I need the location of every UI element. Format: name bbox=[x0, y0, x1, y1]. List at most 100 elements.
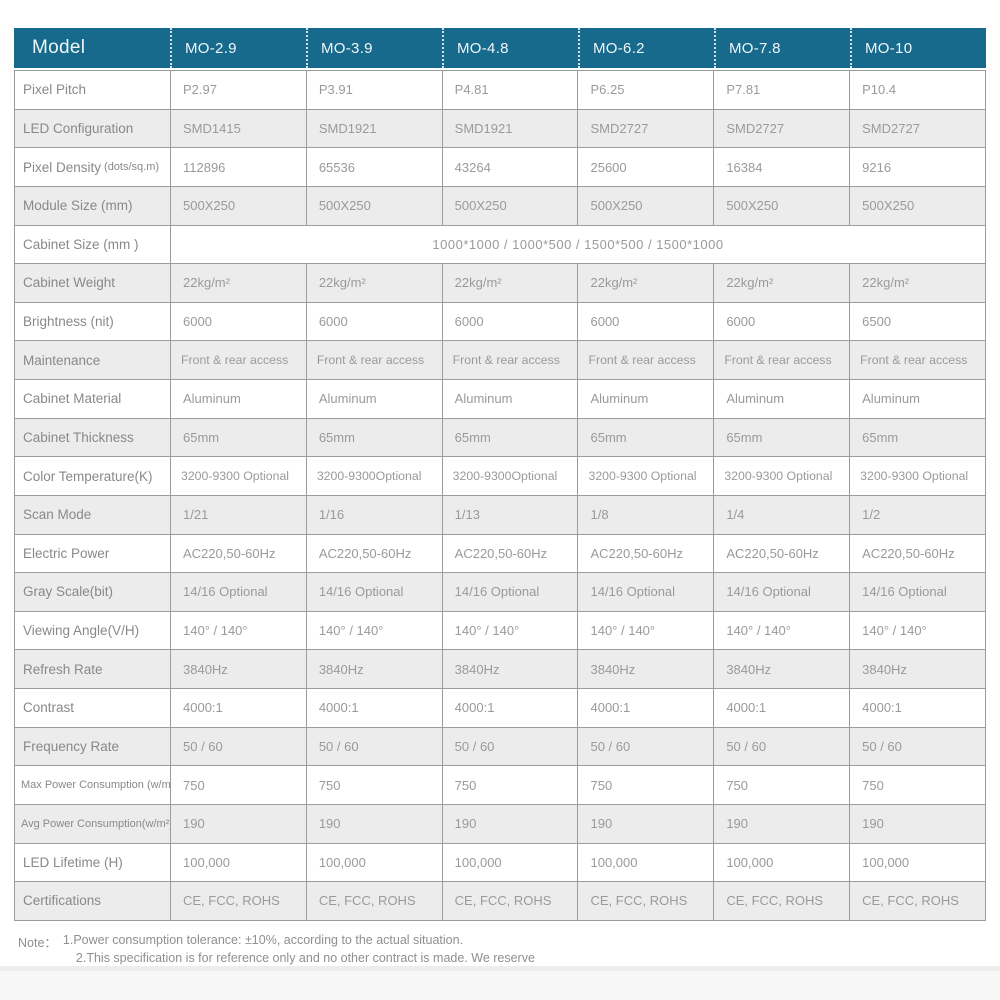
header-cell-model: Model bbox=[32, 37, 86, 58]
spec-row-label: Scan Mode bbox=[15, 495, 171, 534]
spec-value-cell: Aluminum bbox=[578, 380, 715, 418]
spec-value-cell: 22kg/m² bbox=[171, 264, 307, 302]
spec-value-cell: 14/16 Optional bbox=[171, 573, 307, 611]
spec-value-cell: 22kg/m² bbox=[578, 264, 715, 302]
spec-row-label: Electric Power bbox=[15, 534, 171, 573]
spec-value-cell: 65536 bbox=[307, 148, 443, 186]
spec-row: Avg Power Consumption(w/m²) 190 190 190 190 1… bbox=[15, 804, 985, 844]
spec-value-cell: 50 / 60 bbox=[862, 738, 902, 754]
spec-row: Electric Power AC220,50-60Hz AC220,50-60Hz… bbox=[15, 534, 985, 574]
spec-value-cell: 140° / 140° bbox=[862, 623, 927, 639]
spec-value-cell: CE, FCC, ROHS bbox=[714, 882, 851, 920]
spec-value-cell: AC220,50-60Hz bbox=[307, 534, 443, 573]
spec-value-cell: 43264 bbox=[443, 148, 579, 186]
spec-value-cell: CE, FCC, ROHS bbox=[443, 882, 579, 920]
spec-value-cell: 3200-9300 Optional bbox=[714, 457, 851, 495]
spec-value-cell: 14/16 Optional bbox=[307, 573, 443, 611]
spec-value-cell: 3840Hz bbox=[714, 650, 851, 688]
spec-value-cell: 190 bbox=[307, 804, 443, 843]
spec-value-cell: Front & rear access bbox=[443, 341, 579, 379]
spec-row: LED Configuration SMD1415 SMD1921 SMD1921 SM… bbox=[15, 109, 985, 149]
spec-value-cell: 190 bbox=[443, 804, 579, 843]
spec-value-cell: 100,000 bbox=[578, 843, 715, 882]
spec-value-cell: 140° / 140° bbox=[307, 611, 443, 650]
spec-value-cell: AC220,50-60Hz bbox=[714, 534, 851, 573]
spec-row: Gray Scale(bit) 14/16 Optional 14/16 Optio… bbox=[15, 573, 985, 612]
spec-value-cell: 50 / 60 bbox=[714, 727, 851, 766]
spec-row-label: Cabinet Material bbox=[15, 380, 171, 418]
spec-value-cell: 1/13 bbox=[443, 495, 579, 534]
spec-value-cell: 50 / 60 bbox=[443, 727, 579, 766]
spec-row-label: LED Configuration bbox=[15, 109, 171, 148]
spec-value-cell: 100,000 bbox=[171, 843, 307, 882]
spec-value-cell: 140° / 140° bbox=[714, 611, 851, 650]
spec-value-cell: 750 bbox=[443, 766, 579, 804]
spec-value-cell: 14/16 Optional bbox=[578, 573, 715, 611]
table-header-row: Model MO-2.9 MO-3.9 MO-4.8 MO-6.2 MO-7.8… bbox=[14, 28, 986, 68]
header-cell-mo-7-8: MO-7.8 bbox=[714, 28, 850, 68]
spec-value-cell: 6000 bbox=[171, 302, 307, 341]
header-cell-mo-4-8: MO-4.8 bbox=[442, 28, 578, 68]
spec-value-cell: 140° / 140° bbox=[443, 611, 579, 650]
spec-row: Scan Mode 1/21 1/16 1/13 1/8 1/4 1/2 bbox=[15, 495, 985, 535]
spec-value-cell: AC220,50-60Hz bbox=[171, 534, 307, 573]
spec-row-label: Max Power Consumption (w/m²) bbox=[15, 766, 171, 804]
spec-value-cell: 190 bbox=[578, 804, 715, 843]
spec-value-cell: Front & rear access bbox=[171, 341, 307, 379]
spec-value-cell: 500X250 bbox=[443, 186, 579, 225]
spec-value-cell: SMD2727 bbox=[862, 120, 920, 136]
spec-value-cell: Front & rear access bbox=[714, 341, 851, 379]
spec-value-cell: 190 bbox=[862, 816, 884, 832]
spec-value-cell: 750 bbox=[307, 766, 443, 804]
spec-value-cell: 500X250 bbox=[578, 186, 715, 225]
spec-row: LED Lifetime (H) 100,000 100,000 100,000 100… bbox=[15, 843, 985, 883]
spec-value-cell: AC220,50-60Hz bbox=[578, 534, 715, 573]
spec-row: Brightness (nit) 6000 6000 6000 6000 6000 6500 bbox=[15, 302, 985, 342]
spec-value-cell: 4000:1 bbox=[714, 689, 851, 727]
spec-value-cell: 4000:1 bbox=[171, 689, 307, 727]
spec-value-cell: 6000 bbox=[443, 302, 579, 341]
spec-value-cell: 65mm bbox=[443, 418, 579, 457]
spec-row-label: Maintenance bbox=[15, 341, 171, 379]
spec-value-cell: 4000:1 bbox=[578, 689, 715, 727]
spec-row-label: Pixel Pitch bbox=[15, 71, 171, 109]
spec-row: Contrast 4000:1 4000:1 4000:1 4000:1 4000:1 40… bbox=[15, 689, 985, 728]
spec-value-cell: Front & rear access bbox=[860, 353, 968, 368]
spec-value-cell: 6500 bbox=[862, 314, 892, 330]
spec-value-cell: 65mm bbox=[307, 418, 443, 457]
spec-value-cell: 22kg/m² bbox=[443, 264, 579, 302]
spec-value-cell: 65mm bbox=[862, 429, 899, 445]
spec-row-label: Brightness (nit) bbox=[15, 302, 171, 341]
spec-row: Refresh Rate 3840Hz 3840Hz 3840Hz 3840Hz 3840… bbox=[15, 650, 985, 689]
spec-value-cell: Aluminum bbox=[307, 380, 443, 418]
spec-value-cell: 3840Hz bbox=[171, 650, 307, 688]
spec-value-cell: 140° / 140° bbox=[578, 611, 715, 650]
spec-value-cell: 25600 bbox=[578, 148, 715, 186]
spec-value-cell: 50 / 60 bbox=[307, 727, 443, 766]
footnote-label: Note： bbox=[18, 936, 57, 950]
spec-row-label: Viewing Angle(V/H) bbox=[15, 611, 171, 650]
header-cell-mo-6-2: MO-6.2 bbox=[578, 28, 714, 68]
spec-value-cell: 50 / 60 bbox=[171, 727, 307, 766]
spec-value-cell: 112896 bbox=[171, 148, 307, 186]
spec-row-label: Cabinet Size (mm ) bbox=[15, 225, 171, 264]
spec-value-cell: 140° / 140° bbox=[171, 611, 307, 650]
spec-value-cell: CE, FCC, ROHS bbox=[307, 882, 443, 920]
spec-value-cell: CE, FCC, ROHS bbox=[862, 893, 959, 909]
spec-value-cell: 1/8 bbox=[578, 495, 715, 534]
spec-value-cell: 50 / 60 bbox=[578, 727, 715, 766]
bottom-strip bbox=[0, 966, 1000, 1000]
spec-value-cell: SMD1921 bbox=[307, 109, 443, 148]
spec-row-label: Certifications bbox=[15, 882, 171, 920]
spec-value-cell: AC220,50-60Hz bbox=[862, 545, 955, 561]
spec-row-label-suffix: (dots/sq.m) bbox=[104, 161, 160, 174]
spec-value-cell: Aluminum bbox=[862, 391, 920, 407]
spec-value-cell: Front & rear access bbox=[307, 341, 443, 379]
spec-row: Cabinet Weight 22kg/m² 22kg/m² 22kg/m² 22kg/… bbox=[15, 264, 985, 303]
spec-value-cell: 750 bbox=[862, 777, 884, 793]
header-cell-mo-10: MO-10 bbox=[850, 28, 986, 68]
spec-row: Pixel Pitch P2.97 P3.91 P4.81 P6.25 P7.81 P10.… bbox=[15, 71, 985, 110]
spec-value-cell: 1/16 bbox=[307, 495, 443, 534]
footnote-line-2: 2.This specification is for reference on… bbox=[75, 951, 535, 965]
spec-row: Cabinet Thickness 65mm 65mm 65mm 65mm 65mm 65m… bbox=[15, 418, 985, 458]
